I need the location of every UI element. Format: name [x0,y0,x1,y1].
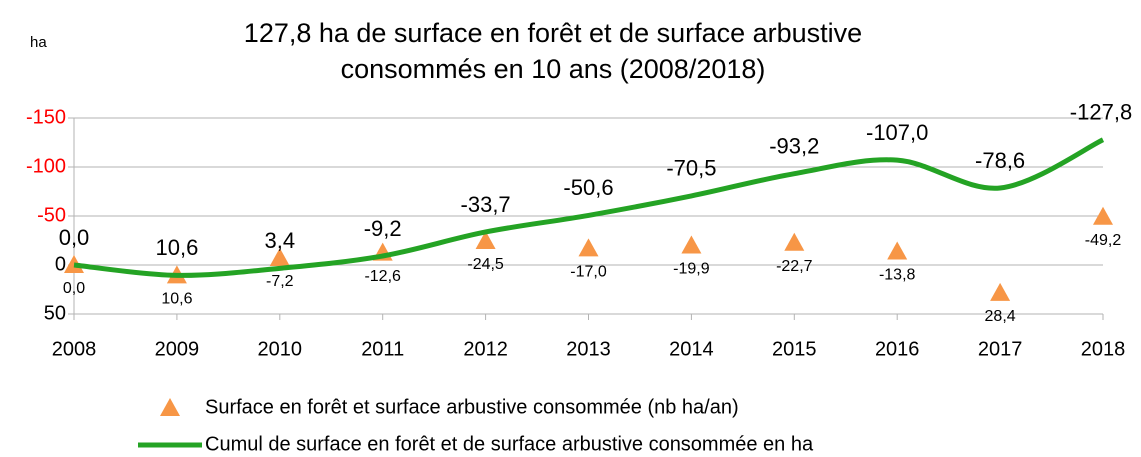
chart-title: 127,8 ha de surface en forêt et de surfa… [244,18,862,48]
x-tick-label: 2012 [463,338,508,360]
x-tick-label: 2011 [361,338,404,360]
data-label: 10,6 [155,235,198,260]
cumulative-line [73,137,1105,278]
triangle-marker [578,238,599,257]
y-tick-label: -150 [26,106,66,128]
data-label: 0,0 [59,225,90,250]
data-label: -33,7 [461,192,511,217]
data-label: -7,2 [266,273,294,290]
x-tick-label: 2018 [1081,338,1126,360]
data-label: -13,8 [879,267,916,284]
data-label: -93,2 [769,133,819,158]
data-label: -24,5 [467,256,504,273]
x-tick-label: 2013 [566,338,611,360]
data-label: -9,2 [364,216,402,241]
triangle-marker [269,247,290,266]
x-tick-label: 2014 [669,338,714,360]
triangle-marker [1093,206,1113,225]
legend-label: Cumul de surface en forêt et de surface … [205,433,814,455]
y-tick-label: -50 [37,204,66,226]
data-label: -49,2 [1085,232,1122,249]
triangle-marker [475,230,496,249]
legend-marker [160,398,180,416]
y-tick-label: -100 [26,155,66,177]
y-axis-label: ha [30,34,47,51]
y-tick-label: 50 [44,302,66,324]
triangle-marker [887,241,908,260]
x-tick-label: 2009 [155,338,200,360]
y-tick-label: 0 [55,253,66,275]
x-tick-label: 2016 [875,338,920,360]
triangle-marker [784,232,805,251]
triangle-marker [681,235,702,254]
data-label: 0,0 [63,280,85,297]
x-tick-label: 2010 [258,338,303,360]
x-tick-label: 2015 [772,338,817,360]
data-label: -127,8 [1070,100,1132,125]
triangle-marker [64,255,84,273]
data-label: -17,0 [570,264,607,281]
data-label: -78,6 [975,148,1025,173]
data-label: -22,7 [776,258,813,275]
data-label: -19,9 [673,261,710,278]
data-label: -12,6 [364,268,401,285]
triangle-marker [990,282,1011,301]
data-label: -107,0 [866,120,928,145]
legend-label: Surface en forêt et surface arbustive co… [205,396,739,418]
chart-title: consommés en 10 ans (2008/2018) [341,54,766,84]
x-tick-label: 2008 [52,338,97,360]
data-label: -50,6 [563,175,613,200]
data-label: 28,4 [985,308,1016,325]
data-label: 3,4 [265,228,296,253]
data-label: 10,6 [161,291,192,308]
data-label: -70,5 [666,156,716,181]
x-tick-label: 2017 [978,338,1023,360]
